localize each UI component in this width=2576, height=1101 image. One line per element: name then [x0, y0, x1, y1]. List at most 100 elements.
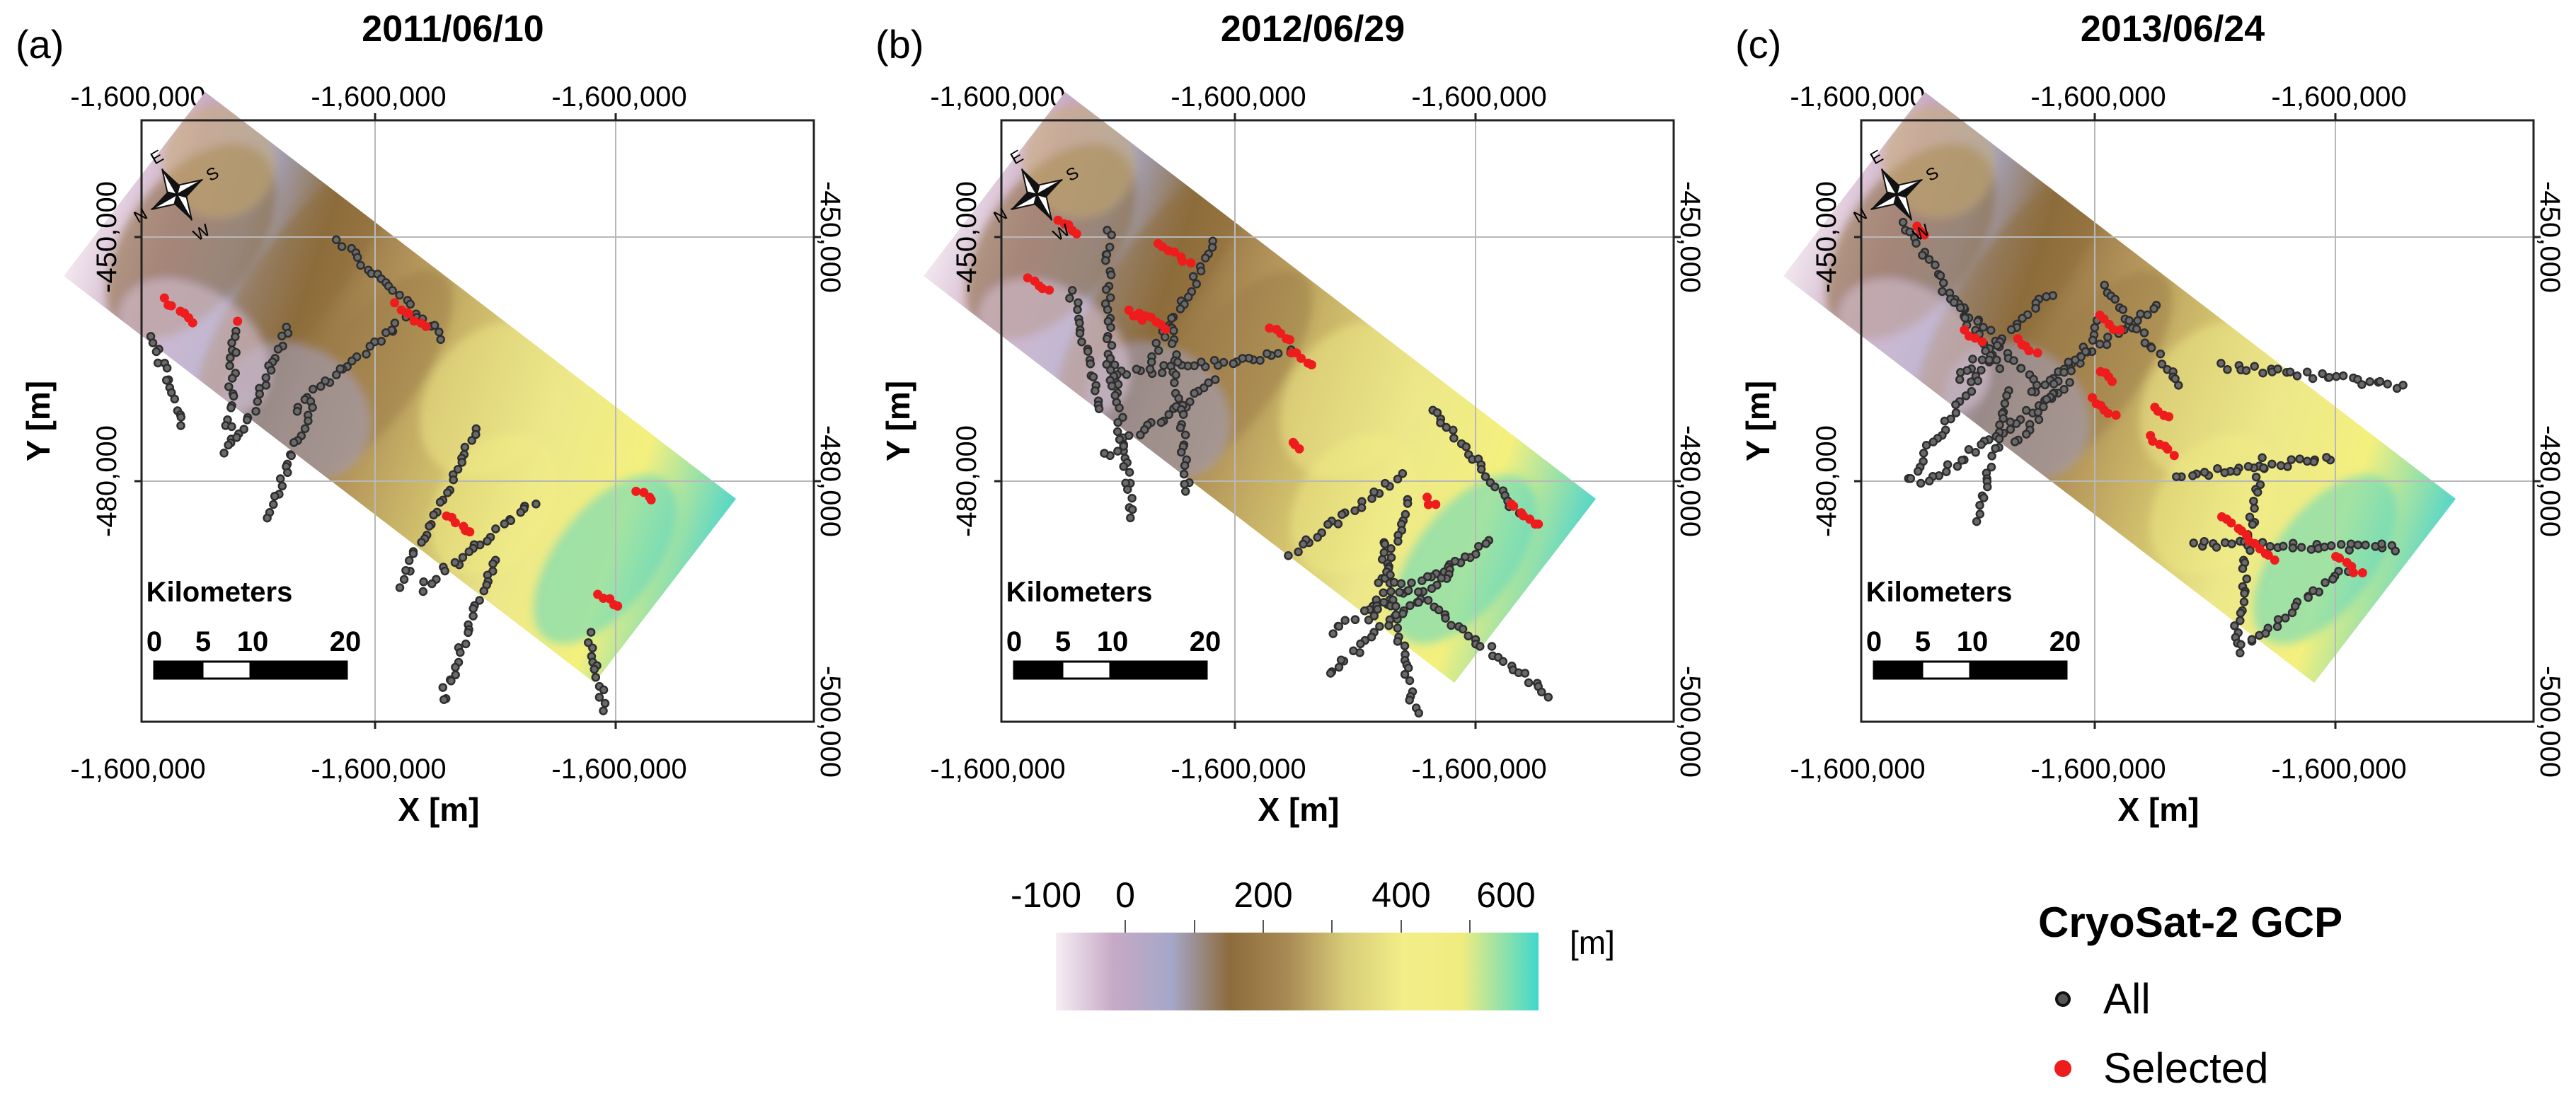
gcp-point — [1380, 478, 1390, 488]
gcp-point — [347, 356, 357, 366]
gcp-point — [2039, 402, 2048, 412]
legend-title: CryoSat-2 GCP — [2038, 899, 2342, 946]
gcp-point — [1953, 461, 1962, 471]
gcp-point — [1337, 509, 1347, 519]
gcp-point — [2174, 381, 2183, 390]
gcp-point-selected — [390, 298, 400, 308]
gcp-point — [2042, 292, 2051, 301]
gcp-point — [1986, 462, 1996, 472]
gcp-points-selected — [1912, 221, 2367, 577]
gcp-point — [1356, 639, 1365, 649]
gcp-point — [450, 558, 460, 567]
gcp-point — [2336, 540, 2346, 549]
gcp-point — [1423, 596, 1433, 605]
gcp-point — [1284, 551, 1293, 560]
gcp-point — [2156, 349, 2166, 359]
gcp-point — [1157, 368, 1167, 378]
y-tick-label-right: -480,000 — [1674, 425, 1706, 537]
gcp-point — [1450, 556, 1460, 566]
scale-segment — [201, 660, 252, 680]
gcp-point — [1197, 357, 1206, 367]
gcp-point — [1389, 577, 1399, 587]
gcp-point — [2200, 468, 2209, 477]
gcp-point — [1432, 408, 1442, 417]
gcp-point — [292, 407, 302, 416]
gcp-point-selected — [1045, 285, 1054, 295]
gcp-point — [266, 365, 276, 375]
gcp-point — [1126, 513, 1135, 523]
y-tick-label-right: -450,000 — [1674, 181, 1706, 293]
gcp-point — [2146, 343, 2156, 352]
gcp-point — [471, 430, 481, 439]
gcp-point — [1447, 621, 1456, 630]
gcp-point — [1476, 642, 1485, 651]
map-area: N E S W Kilometers 0 5 10 20 — [1783, 92, 2541, 729]
gcp-point-selected — [2164, 412, 2174, 422]
x-axis-label: X [m] — [2118, 791, 2200, 828]
gcp-point — [270, 492, 280, 501]
gcp-point — [1938, 287, 1947, 296]
gcp-point — [399, 575, 409, 584]
scale-label: 0 — [1866, 626, 1882, 657]
gcp-point — [2357, 380, 2367, 389]
gcp-point — [352, 253, 362, 263]
gcp-point — [1967, 386, 1977, 396]
gcp-point — [468, 611, 478, 621]
gcp-point — [251, 406, 260, 416]
gcp-point — [2253, 488, 2262, 497]
gcp-point — [1100, 449, 1109, 458]
gcp-point — [1159, 361, 1168, 370]
gcp-point — [1975, 509, 1985, 519]
gcp-point — [2140, 338, 2150, 347]
gcp-point — [1132, 364, 1142, 374]
gcp-point — [2322, 453, 2331, 462]
y-tick-label-right: -450,000 — [815, 181, 846, 293]
x-tick-label-bottom: -1,600,000 — [311, 754, 446, 785]
gcp-point — [1391, 610, 1401, 620]
gcp-point — [1955, 375, 1965, 384]
x-tick-label-top: -1,600,000 — [1411, 81, 1546, 113]
gcp-point — [440, 566, 449, 576]
gcp-point — [1169, 326, 1178, 335]
gcp-point — [1350, 506, 1359, 515]
gcp-point — [516, 507, 525, 517]
grid-lines — [142, 120, 814, 722]
gcp-point — [1422, 572, 1432, 582]
x-tick-label-top: -1,600,000 — [2030, 81, 2166, 113]
gcp-point — [1083, 347, 1093, 356]
gcp-point — [2227, 539, 2236, 548]
gcp-point — [1146, 357, 1156, 367]
gcp-point — [1918, 250, 1927, 260]
gcp-point — [1375, 622, 1384, 631]
gcp-point — [2295, 454, 2304, 463]
gcp-point — [491, 524, 500, 534]
gcp-point — [1101, 255, 1110, 265]
scale-segment — [153, 660, 204, 680]
x-tick-labels-bottom: -1,600,000 -1,600,000 -1,600,000 — [1790, 754, 2406, 785]
gcp-point — [456, 647, 465, 657]
gcp-point — [2318, 369, 2327, 379]
x-tick-labels-top: -1,600,000 -1,600,000 -1,600,000 — [1790, 81, 2406, 113]
gcp-point — [1398, 609, 1408, 618]
gcp-point-selected — [2335, 553, 2345, 563]
gcp-point — [2132, 324, 2141, 334]
gcp-point — [1263, 349, 1272, 359]
x-tick-labels-bottom: -1,600,000 -1,600,000 -1,600,000 — [70, 754, 686, 785]
gcp-point-selected — [2163, 444, 2173, 454]
gcp-point — [2273, 364, 2282, 374]
y-axis-label: Y [m] — [1740, 381, 1776, 461]
gcp-point — [2022, 430, 2031, 439]
gcp-point — [388, 286, 397, 295]
scale-segment — [1873, 660, 1924, 680]
gcp-point — [464, 547, 474, 556]
gcp-point — [2216, 359, 2226, 368]
gcp-point — [1393, 623, 1403, 633]
gcp-point — [425, 521, 434, 531]
gcp-point-selected — [2108, 376, 2117, 386]
gcp-point — [447, 676, 456, 686]
gcp-point — [1984, 355, 1994, 365]
gcp-point-selected — [1970, 333, 1980, 343]
gcp-point — [2272, 622, 2282, 631]
gcp-point-selected — [2024, 346, 2034, 356]
gcp-point — [1898, 217, 1908, 227]
